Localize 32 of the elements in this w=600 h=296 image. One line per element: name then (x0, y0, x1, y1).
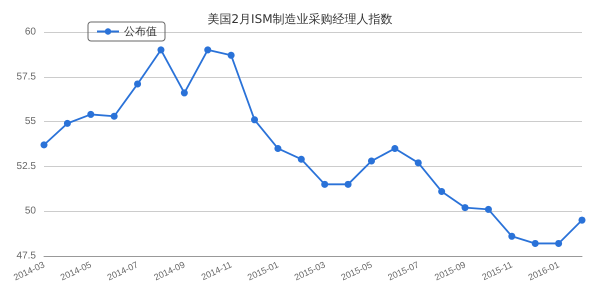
point (87, 110, 94, 118)
point (578, 216, 586, 224)
point (204, 46, 212, 54)
point (274, 144, 282, 152)
y-tick-label: 60 (24, 26, 36, 38)
point (438, 188, 446, 195)
point (462, 204, 469, 212)
point (484, 206, 492, 213)
point (391, 144, 398, 152)
point (555, 240, 562, 247)
point (134, 80, 142, 88)
y-tick-label: 55 (24, 116, 36, 128)
point (508, 232, 516, 240)
point (228, 52, 235, 59)
point (64, 120, 71, 127)
point (110, 112, 118, 120)
point (40, 141, 48, 148)
point (157, 46, 164, 54)
point (368, 158, 375, 165)
point (414, 159, 422, 166)
point (532, 240, 539, 247)
point (344, 180, 352, 188)
point (321, 180, 328, 188)
y-tick-label: 57.5 (16, 71, 36, 82)
legend-label: 公布值 (124, 25, 157, 38)
y-tick-label: 47.5 (16, 250, 36, 262)
chart-title: 美国2月ISM制造业采购经理人指数 (207, 12, 393, 26)
y-tick-label: 52.5 (16, 160, 36, 172)
point (251, 116, 258, 124)
point (180, 89, 188, 96)
y-tick-label: 50 (24, 206, 36, 217)
point (298, 156, 305, 163)
